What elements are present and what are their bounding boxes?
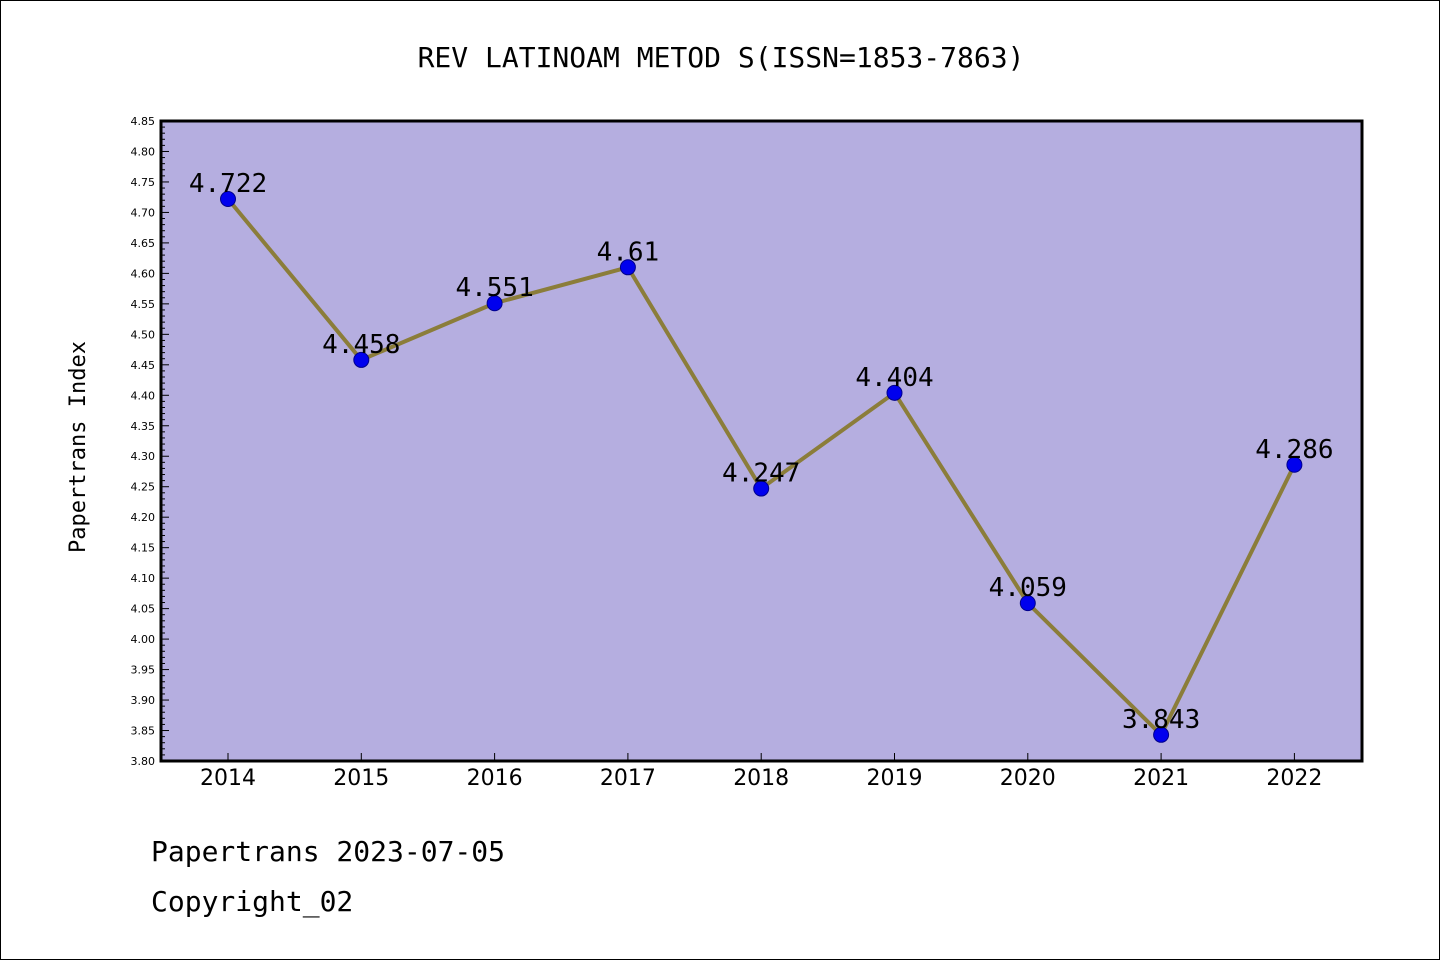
- data-point: [886, 384, 903, 401]
- data-label: 4.404: [855, 363, 933, 393]
- y-tick-label: 4.30: [131, 450, 156, 463]
- y-axis-label: Papertrans Index: [66, 341, 91, 553]
- x-tick-label: 2022: [1266, 766, 1322, 791]
- y-tick-label: 4.75: [131, 176, 156, 189]
- y-tick-label: 3.95: [131, 664, 156, 677]
- y-tick-label: 4.20: [131, 511, 156, 524]
- y-tick-label: 4.00: [131, 633, 156, 646]
- y-tick-label: 4.45: [131, 359, 156, 372]
- x-tick-label: 2018: [733, 766, 789, 791]
- y-tick-label: 4.80: [131, 145, 156, 158]
- x-tick-label: 2016: [467, 766, 523, 791]
- y-tick-label: 4.40: [131, 389, 156, 402]
- data-label: 4.286: [1255, 435, 1333, 465]
- x-tick-label: 2021: [1133, 766, 1189, 791]
- y-tick-label: 3.85: [131, 725, 156, 738]
- x-axis: 2014 2015 2016 2017 2018 2019 2020 2021 2022: [200, 753, 1322, 791]
- x-tick-label: 2017: [600, 766, 656, 791]
- data-point: [1286, 456, 1303, 473]
- data-point: [1153, 726, 1170, 743]
- plot-area: [159, 119, 1364, 763]
- x-tick-label: 2019: [867, 766, 923, 791]
- data-label: 4.247: [722, 459, 800, 489]
- x-tick-label: 2015: [333, 766, 389, 791]
- chart-title: REV LATINOAM METOD S(ISSN=1853-7863): [418, 41, 1025, 74]
- series: 4.722 4.458 4.551 4.61 4.247 4.404 4.059 3.843 4…: [189, 169, 1334, 743]
- data-label: 4.458: [322, 330, 400, 360]
- y-tick-label: 4.85: [131, 115, 156, 128]
- data-label: 3.843: [1122, 705, 1200, 735]
- data-point: [1019, 595, 1036, 612]
- footer-date: Papertrans 2023-07-05: [151, 835, 506, 868]
- y-tick-label: 4.65: [131, 237, 156, 250]
- y-tick-label: 4.35: [131, 420, 156, 433]
- y-tick-label: 4.70: [131, 206, 156, 219]
- y-tick-label: 4.05: [131, 603, 156, 616]
- y-tick-label: 3.80: [131, 755, 156, 768]
- footer-copyright: Copyright_02: [151, 885, 354, 918]
- data-label: 4.551: [455, 273, 533, 303]
- y-axis: 3.80 3.85 3.90 3.95 4.00 4.05 4.10 4.15 4.20 4.25…: [131, 115, 169, 768]
- data-point: [353, 351, 370, 368]
- data-label: 4.61: [597, 237, 660, 267]
- data-point: [220, 191, 236, 208]
- x-tick-label: 2020: [1000, 766, 1056, 791]
- y-tick-label: 4.60: [131, 267, 156, 280]
- y-tick-label: 4.55: [131, 298, 156, 311]
- y-tick-label: 4.15: [131, 542, 156, 555]
- x-tick-label: 2014: [200, 766, 256, 791]
- data-point: [619, 259, 636, 276]
- data-label: 4.059: [989, 573, 1067, 603]
- y-tick-label: 3.90: [131, 694, 156, 707]
- y-tick-label: 4.25: [131, 481, 156, 494]
- data-point: [486, 295, 503, 312]
- data-label: 4.722: [189, 169, 267, 199]
- y-tick-label: 4.50: [131, 328, 156, 341]
- data-point: [753, 480, 770, 497]
- y-tick-label: 4.10: [131, 572, 156, 585]
